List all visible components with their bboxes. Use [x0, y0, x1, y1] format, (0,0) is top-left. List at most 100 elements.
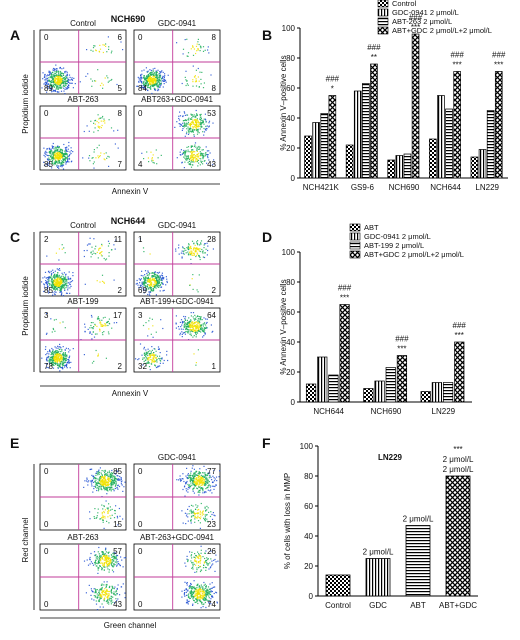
bar-annotation: ***: [340, 294, 349, 303]
bar: [304, 135, 312, 179]
bar-annotation: ***: [452, 61, 461, 70]
bar: [453, 71, 461, 179]
bar-annotation: ###: [453, 321, 467, 330]
flow-plot-title: GDC-0941: [158, 453, 197, 462]
flow-plot: GDC-0941 1 28 69 2: [133, 221, 221, 297]
y-tick-label: 20: [304, 562, 313, 571]
panel-letter-b: B: [262, 27, 272, 43]
y-tick-label: 100: [282, 248, 296, 257]
quadrant-ll-value: 89: [44, 84, 53, 93]
bar: [396, 355, 408, 403]
flow-plot-title: ABT263+GDC-0941: [141, 95, 213, 104]
y-tick-label: 80: [286, 54, 295, 63]
quadrant-ll-value: 85: [44, 160, 53, 169]
bar-annotation: ###: [326, 75, 340, 84]
quadrant-lr-value: 43: [207, 160, 216, 169]
quadrant-lr-value: 15: [113, 520, 122, 529]
flow-plot-title: GDC-0941: [158, 19, 197, 28]
y-tick-label: 80: [304, 472, 313, 481]
bar: [478, 149, 487, 179]
legend-swatch: [377, 26, 389, 35]
x-tick-label: NCH644: [313, 407, 344, 416]
flow-plot: Control 2 11 85 2: [39, 221, 127, 297]
flow-plot: GDC-0941 0 8 84 8: [133, 19, 221, 95]
x-tick-label: NCH644: [430, 183, 461, 192]
bar: [411, 33, 420, 179]
quadrant-ul-value: 0: [44, 547, 49, 556]
legend-swatch: [349, 250, 361, 259]
quadrant-ul-value: 1: [138, 235, 143, 244]
quadrant-lr-value: 7: [118, 160, 123, 169]
flow-plot: ABT-199+GDC-0941 3 64 32 1: [133, 297, 221, 373]
bar: [353, 90, 362, 179]
bar-chart-b: 0 20 40 60 80 100 % Annexin V–positive cells NC…: [279, 0, 508, 192]
quadrant-ul-value: 0: [138, 547, 143, 556]
bar: [454, 341, 465, 403]
y-tick-label: 60: [286, 84, 295, 93]
flow-plot: ABT-263 0 8 85 7: [39, 95, 127, 171]
quadrant-ul-value: 0: [138, 109, 143, 118]
y-tick-label: 40: [286, 114, 295, 123]
chart-title: LN229: [378, 453, 403, 462]
bar: [370, 63, 378, 179]
flow-plot: GDC-0941 0 77 0 23: [133, 453, 221, 531]
quadrant-ul-value: 0: [44, 467, 49, 476]
quadrant-ul-value: 3: [44, 311, 49, 320]
legend-swatch: [349, 223, 361, 232]
quadrant-lr-value: 1: [212, 362, 217, 371]
legend-entry: Control: [392, 0, 417, 8]
x-tick-label: NCH421K: [303, 183, 340, 192]
flow-ylabel: Propidium iodide: [21, 276, 30, 336]
bar-annotation: ***: [494, 61, 503, 70]
panel-letter-f: F: [262, 435, 271, 451]
bar: [494, 71, 503, 179]
quadrant-ul-value: 3: [138, 311, 143, 320]
quadrant-ll-value: 69: [138, 286, 147, 295]
x-tick-label: NCH690: [371, 407, 402, 416]
quadrant-ur-value: 8: [212, 33, 217, 42]
quadrant-ur-value: 85: [113, 467, 122, 476]
bar: [429, 138, 437, 179]
y-tick-label: 0: [309, 592, 314, 601]
legend-swatch: [377, 0, 389, 8]
bar: [405, 525, 431, 597]
quadrant-lr-value: 74: [207, 600, 216, 609]
bar-annotation: ***: [453, 445, 462, 454]
bar-annotation: 2 μmol/L: [403, 515, 434, 524]
x-tick-label: NCH690: [389, 183, 420, 192]
legend-entry: ABT+GDC 2 μmol/L+2 μmol/L: [392, 26, 492, 35]
flow-plot-title: ABT-263: [67, 95, 99, 104]
chart-ylabel: % of cells with loss in MMP: [283, 473, 292, 569]
bar: [437, 95, 445, 179]
flow-plot: 0 85 0 15: [39, 463, 127, 531]
flow-xlabel: Annexin V: [112, 187, 149, 196]
quadrant-ur-value: 11: [114, 235, 123, 244]
bar-annotation: **: [371, 53, 377, 62]
bar: [445, 475, 471, 597]
bar: [420, 391, 431, 403]
bar: [374, 380, 385, 403]
y-tick-label: 0: [291, 398, 296, 407]
x-tick-label: Control: [325, 601, 351, 610]
quadrant-ur-value: 28: [207, 235, 216, 244]
flow-panel-c: Control 2 11 85 2 GDC-0941 1 28 69 2 ABT-199 3 17 78 2…: [21, 221, 221, 398]
y-tick-label: 0: [291, 174, 296, 183]
bar-annotation: ###: [395, 335, 409, 344]
bar-annotation: *: [331, 85, 334, 94]
bar: [445, 108, 453, 179]
flow-plot-title: Control: [70, 19, 96, 28]
flow-plot: ABT263+GDC-0941 0 53 4 43: [133, 95, 221, 171]
bar-annotation: 2 μmol/L: [443, 465, 474, 474]
bar-annotation: ***: [397, 345, 406, 354]
panel-c-header: NCH644: [111, 216, 146, 226]
quadrant-ur-value: 8: [118, 109, 123, 118]
bar: [431, 382, 443, 403]
y-tick-label: 100: [282, 24, 296, 33]
quadrant-ul-value: 0: [138, 467, 143, 476]
legend-entry: GDC-0941 2 μmol/L: [364, 232, 431, 241]
legend-entry: ABT+GDC 2 μmol/L+2 μmol/L: [364, 250, 464, 259]
flow-ylabel: Propidium iodide: [21, 74, 30, 134]
quadrant-ll-value: 85: [44, 286, 53, 295]
bar-annotation: ***: [455, 331, 464, 340]
